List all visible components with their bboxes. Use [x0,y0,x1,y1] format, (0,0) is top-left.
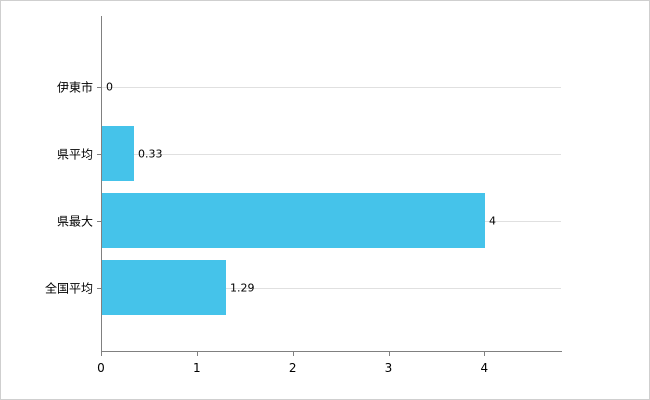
bar-value-label: 1.29 [230,281,255,294]
y-axis-tick [97,86,101,88]
x-axis-tick [388,352,390,356]
x-axis-tick [196,352,198,356]
category-label: 全国平均 [44,281,93,295]
x-axis-tick-label: 1 [193,361,201,375]
x-axis-tick-label: 2 [288,361,297,375]
grid-line [101,153,561,155]
bar-value-label: 0 [106,80,113,93]
x-axis-line [101,351,562,352]
grid-line [101,86,561,88]
x-axis-tick [484,352,486,356]
y-axis-tick [97,220,101,222]
y-axis-line [101,16,102,351]
y-axis-tick [97,153,101,155]
bar-4 [102,260,226,315]
category-label: 県平均 [56,147,93,161]
x-axis-tick-label: 0 [97,361,105,375]
category-label: 伊東市 [56,80,93,94]
bar-value-label: 0.33 [138,147,163,160]
category-label: 県最大 [56,214,93,228]
x-axis-tick-label: 3 [384,361,393,375]
y-axis-tick [97,287,101,289]
x-axis-tick-label: 4 [480,361,489,375]
x-axis-tick [101,352,102,356]
grid-line [101,287,561,289]
bar-2 [102,126,134,181]
bar-3 [102,193,485,248]
bar-value-label: 4 [489,214,496,227]
x-axis-tick [292,352,294,356]
